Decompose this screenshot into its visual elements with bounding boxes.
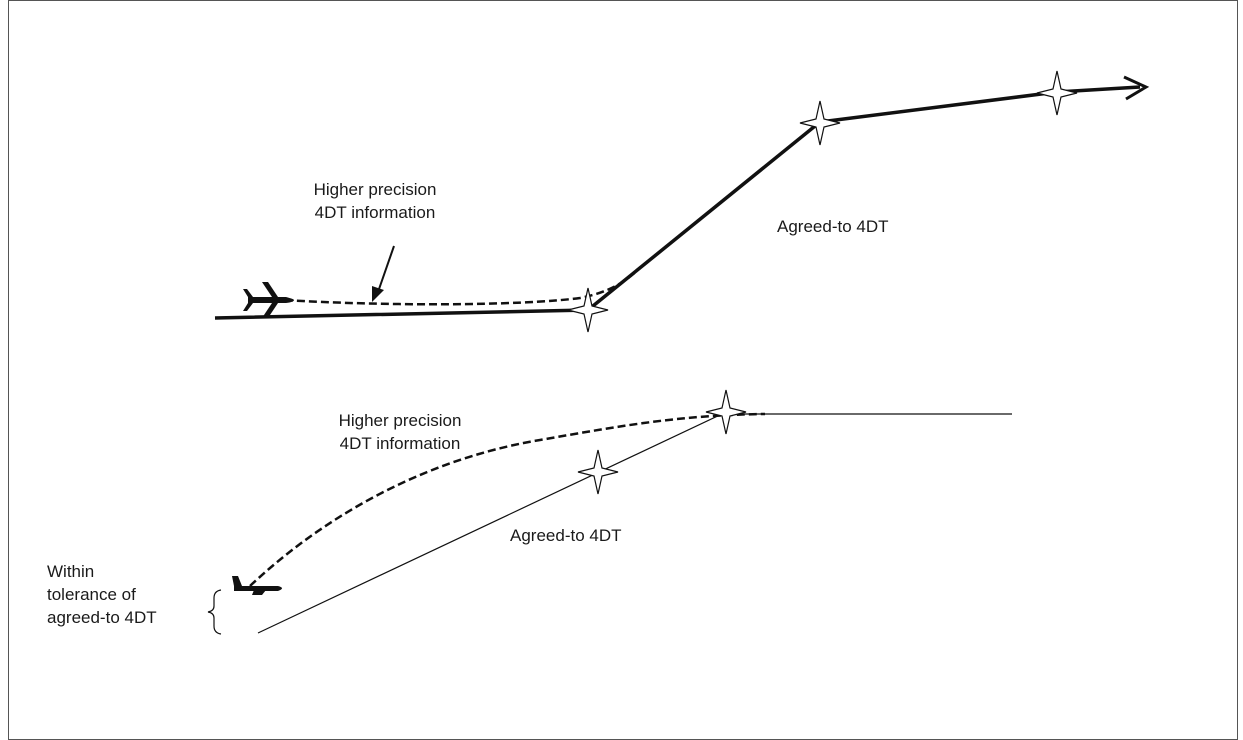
tolerance-line1: Within xyxy=(47,562,95,581)
diagram-frame xyxy=(8,0,1238,740)
lower-precision-path xyxy=(249,412,766,587)
upper-path-label: Agreed-to 4DT xyxy=(777,217,889,236)
upper-callout-arrowhead xyxy=(372,286,384,302)
tolerance-line3: agreed-to 4DT xyxy=(47,608,157,627)
upper-callout-line2: 4DT information xyxy=(314,203,436,222)
lower-callout-line2: 4DT information xyxy=(339,434,461,453)
upper-callout-label: Higher precision 4DT information xyxy=(290,178,460,224)
lower-scenario xyxy=(207,389,1012,635)
arrowhead-icon xyxy=(1123,75,1150,101)
brace-icon xyxy=(207,589,222,635)
waypoint-star-icon xyxy=(1036,70,1078,116)
waypoint-star-icon xyxy=(799,100,841,146)
lower-callout-label: Higher precision 4DT information xyxy=(315,409,485,455)
lower-callout-line1: Higher precision xyxy=(338,411,462,430)
lower-path-label: Agreed-to 4DT xyxy=(510,526,622,545)
upper-scenario xyxy=(214,70,1150,333)
tolerance-line2: tolerance of xyxy=(47,585,136,604)
waypoint-star-icon xyxy=(567,287,609,333)
upper-callout-line1: Higher precision xyxy=(313,180,437,199)
waypoint-star-icon xyxy=(705,389,747,435)
aircraft-icon xyxy=(243,282,294,318)
waypoint-star-icon xyxy=(577,449,619,495)
aircraft-icon xyxy=(232,576,282,595)
tolerance-label: Within tolerance of agreed-to 4DT xyxy=(47,560,157,629)
upper-callout-arrow xyxy=(377,245,395,293)
